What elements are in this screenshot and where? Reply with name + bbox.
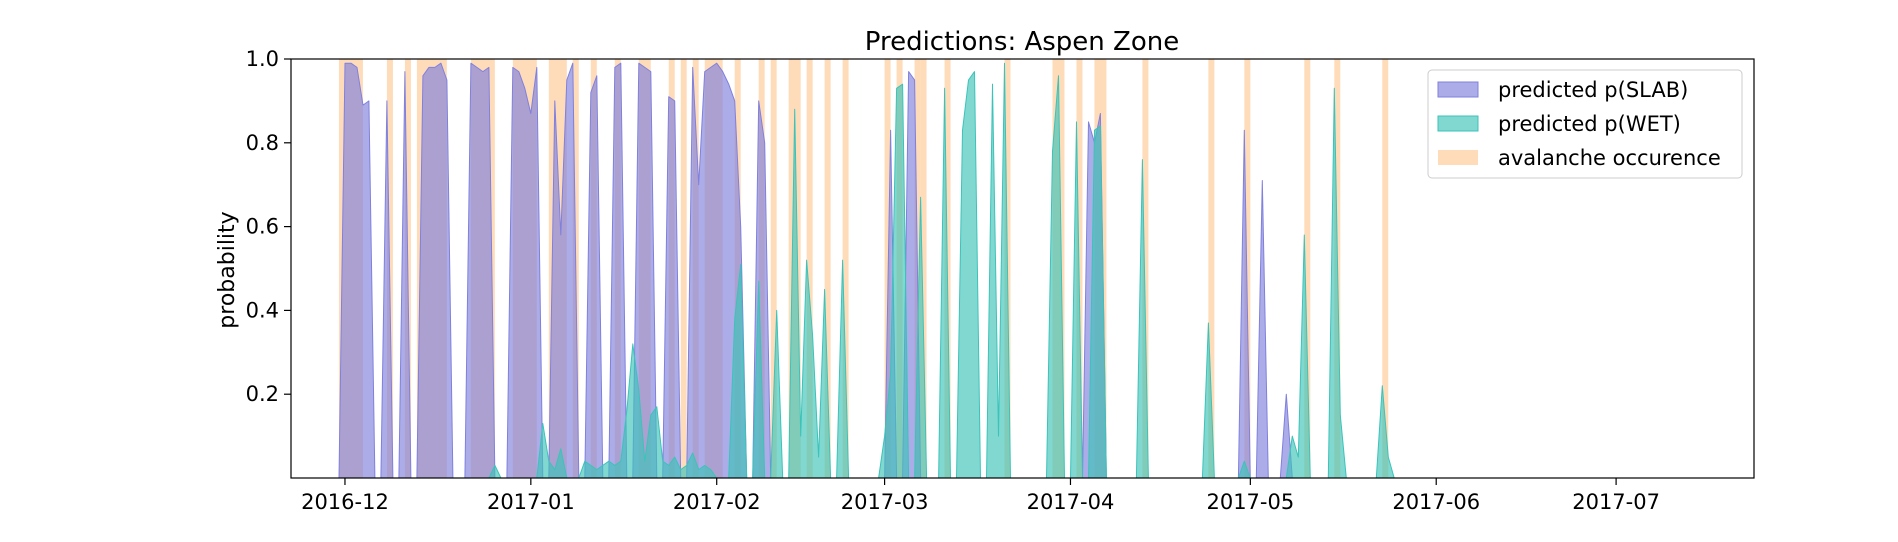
legend-label: predicted p(SLAB) <box>1498 78 1688 102</box>
avalanche-span-32 <box>1208 59 1215 478</box>
legend-swatch <box>1437 81 1479 98</box>
x-tick-label: 2017-02 <box>673 490 761 514</box>
y-tick-label: 0.2 <box>246 382 279 406</box>
y-tick-label: 0.6 <box>246 215 279 239</box>
y-tick-label: 1.0 <box>246 47 279 71</box>
avalanche-span-31 <box>1142 59 1149 478</box>
x-tick-label: 2017-03 <box>841 490 929 514</box>
y-axis-label: probability <box>215 211 240 328</box>
legend-label: avalanche occurence <box>1498 146 1721 170</box>
x-tick-label: 2016-12 <box>301 490 389 514</box>
chart-title: Predictions: Aspen Zone <box>865 27 1180 57</box>
avalanche-span-22 <box>884 59 891 478</box>
avalanche-span-33 <box>1244 59 1251 478</box>
avalanche-span-36 <box>1382 59 1389 478</box>
legend-swatch <box>1438 150 1478 165</box>
x-tick-label: 2017-07 <box>1572 490 1660 514</box>
y-tick-label: 0.4 <box>246 298 279 322</box>
wet-area <box>338 62 1755 479</box>
x-tick-label: 2017-04 <box>1027 490 1115 514</box>
legend-box <box>1427 69 1743 179</box>
avalanche-span-21 <box>842 59 849 478</box>
x-tick-label: 2017-05 <box>1206 490 1294 514</box>
avalanche-spans <box>338 59 1389 478</box>
y-ticks: 0.2 0.4 0.6 0.8 1.0 <box>246 47 291 406</box>
avalanche-span-19 <box>806 59 813 478</box>
avalanche-span-20 <box>824 59 831 478</box>
legend: predicted p(SLAB) predicted p(WET) avalanc… <box>1427 69 1743 179</box>
avalanche-span-12 <box>680 59 687 478</box>
plot-frame <box>290 58 1755 479</box>
x-ticks: 2016-12 2017-01 2017-02 2017-03 2017-04 2017-… <box>301 478 1660 514</box>
avalanche-span-34 <box>1304 59 1311 478</box>
legend-swatch <box>1437 115 1479 132</box>
x-tick-label: 2017-01 <box>487 490 575 514</box>
predicted-p-wet-area-path <box>338 62 1755 479</box>
avalanche-span-25 <box>920 59 927 478</box>
avalanche-span-17 <box>770 59 777 478</box>
x-tick-label: 2017-06 <box>1392 490 1480 514</box>
y-tick-label: 0.8 <box>246 131 279 155</box>
legend-label: predicted p(WET) <box>1498 112 1681 136</box>
